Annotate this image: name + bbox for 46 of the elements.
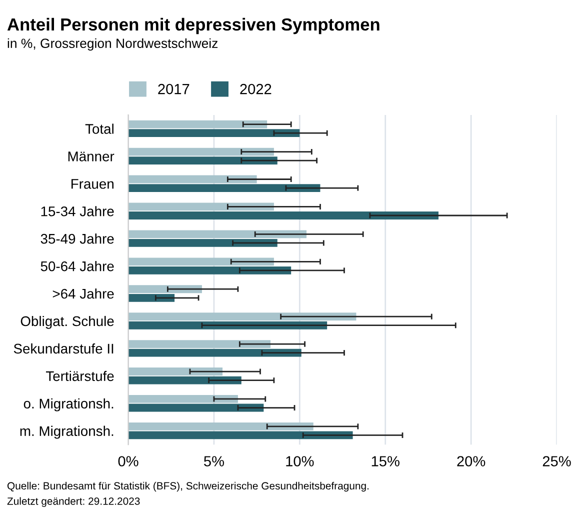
bar: [128, 266, 292, 274]
bar: [128, 395, 238, 403]
y-tick-label: 15-34 Jahre: [41, 206, 114, 216]
y-tick-label: Frauen: [72, 179, 114, 189]
bar: [128, 156, 278, 165]
x-tick-label: 25%: [542, 456, 571, 466]
bar: [128, 422, 314, 430]
bar: [128, 340, 271, 348]
x-tick-label: 20%: [457, 456, 486, 466]
x-tick-label: 0%: [118, 456, 138, 466]
bar: [128, 312, 356, 321]
y-tick-label: >64 Jahre: [52, 288, 114, 299]
y-tick-label: Total: [85, 124, 114, 134]
bar: [128, 184, 320, 192]
y-tick-label: Obligat. Schule: [20, 316, 114, 329]
text: Zuletzt geändert: 29.12.2023: [7, 497, 140, 507]
y-tick-label: m. Migrationsh.: [20, 426, 114, 439]
y-tick-label: 50-64 Jahre: [40, 261, 114, 272]
chart-title: Anteil Personen mit depressiven Symptomen: [7, 18, 380, 34]
bar: [128, 175, 257, 184]
bar: [128, 148, 274, 156]
y-tick-label: 35-49 Jahre: [40, 234, 114, 244]
bar: [128, 129, 300, 138]
bar: [128, 258, 274, 266]
y-tick-label: Sekundarstufe II: [14, 343, 114, 354]
bar: [128, 294, 175, 302]
source-note: Quelle: Bundesamt für Statistik (BFS), Schweizerische Gesundheitsbefragung.: [7, 482, 368, 492]
x-tick-label: 5%: [204, 456, 224, 466]
bar: [128, 368, 223, 376]
y-tick-label: o. Migrationsh.: [24, 398, 114, 412]
bar: [128, 120, 268, 128]
bar: [128, 230, 307, 238]
x-tick-label: 10%: [286, 456, 314, 466]
bar: [128, 404, 264, 412]
bar: [128, 212, 438, 220]
y-tick-label: Tertiärstufe: [46, 370, 114, 382]
legend-label: 2022: [240, 84, 272, 94]
legend-label: 2017: [158, 84, 190, 94]
bar: [128, 431, 353, 440]
bar: [128, 348, 302, 357]
bar: [128, 376, 242, 384]
bar: [128, 239, 278, 247]
bar: [128, 202, 274, 211]
y-tick-label: Männer: [68, 152, 114, 162]
chart-subtitle: in %, Grossregion Nordwestschweiz: [8, 38, 218, 51]
x-tick-label: 15%: [372, 456, 400, 466]
